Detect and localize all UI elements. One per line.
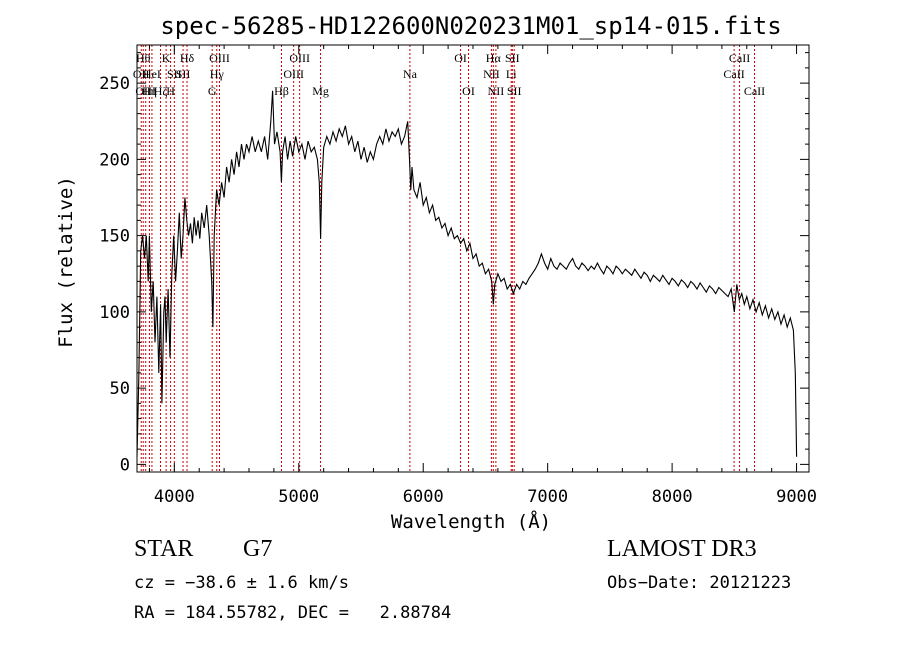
- spectral-line-label: Hγ: [210, 67, 225, 81]
- spectral-line-label: Hα: [486, 51, 502, 65]
- spectral-line-label: OIII: [209, 51, 230, 65]
- y-tick-label: 150: [99, 227, 130, 247]
- spectral-line-label: OI: [454, 51, 467, 65]
- spectral-line-label: SII: [505, 51, 520, 65]
- spectral-line-label: Li: [506, 67, 517, 81]
- spectral-line-label: HeI: [143, 67, 161, 81]
- spectral-line-label: OIII: [289, 51, 310, 65]
- spectral-line-label: CaII: [729, 51, 750, 65]
- spectral-line-label: SII: [507, 84, 522, 98]
- x-tick-label: 9000: [776, 487, 817, 507]
- observation-date: Obs−Date: 20121223: [607, 573, 792, 593]
- x-tick-label: 7000: [527, 487, 568, 507]
- x-tick-label: 6000: [403, 487, 444, 507]
- spectral-line-label: Na: [403, 67, 418, 81]
- spectral-line-labels: OIIHθOIIIHηHeIHζKHSIIHδSIIGHγOIIIHβOIIIO…: [133, 51, 765, 98]
- spectrum-line: [136, 90, 798, 457]
- spectral-line-label: SII: [167, 67, 182, 81]
- object-class: STAR: [134, 536, 194, 562]
- spectral-line-label: Mg: [312, 84, 329, 98]
- spectral-line-label: Hζ: [154, 84, 168, 98]
- spectral-line-label: Hβ: [274, 84, 289, 98]
- spectral-line-label: H: [166, 84, 175, 98]
- y-tick-label: 100: [99, 303, 130, 323]
- spectral-line-label: K: [162, 51, 171, 65]
- object-subclass: G7: [243, 536, 273, 562]
- y-tick-label: 200: [99, 150, 130, 170]
- y-axis-label: Flux (relative): [55, 176, 77, 348]
- coordinates: RA = 184.55782, DEC = 2.88784: [134, 603, 452, 623]
- x-axis: 4000 5000 6000 7000 8000 9000: [148, 45, 817, 507]
- x-tick-label: 4000: [154, 487, 195, 507]
- spectral-line-label: G: [208, 84, 217, 98]
- x-tick-label: 5000: [278, 487, 319, 507]
- spectral-line-label: Hη: [142, 84, 157, 98]
- spectral-line-label: NII: [483, 67, 500, 81]
- spectral-line-label: NII: [488, 84, 505, 98]
- spectral-line-label: Hδ: [180, 51, 195, 65]
- spectral-line-markers: [140, 45, 755, 472]
- x-axis-label: Wavelength (Å): [391, 510, 551, 533]
- spectral-line-label: Hθ: [136, 51, 151, 65]
- y-tick-label: 250: [99, 74, 130, 94]
- y-axis: 0 50 100 150 200 250: [99, 52, 809, 475]
- redshift-velocity: cz = −38.6 ± 1.6 km/s: [134, 573, 349, 593]
- spectral-line-label: OI: [462, 84, 475, 98]
- y-tick-label: 0: [120, 455, 130, 475]
- x-tick-label: 8000: [652, 487, 693, 507]
- spectral-line-label: CaII: [723, 67, 744, 81]
- spectral-line-label: OIII: [135, 84, 156, 98]
- y-tick-label: 50: [110, 379, 130, 399]
- spectral-line-label: CaII: [744, 84, 765, 98]
- survey-name: LAMOST DR3: [607, 536, 757, 562]
- spectral-line-label: OIII: [283, 67, 304, 81]
- chart-title: spec-56285-HD122600N020231M01_sp14-015.f…: [160, 12, 781, 40]
- spectral-line-label: SII: [176, 67, 191, 81]
